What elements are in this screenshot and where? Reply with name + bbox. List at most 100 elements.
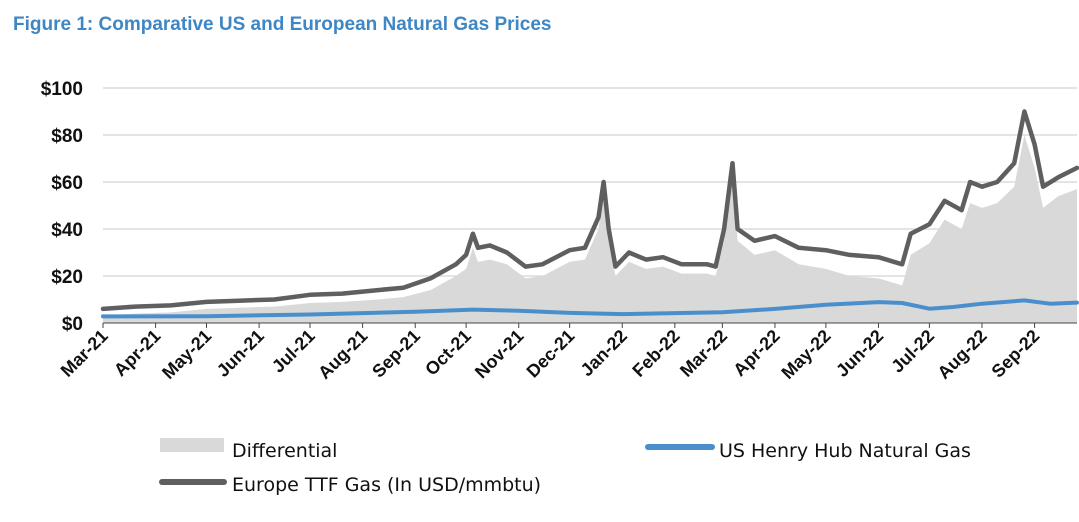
legend-us-label: US Henry Hub Natural Gas xyxy=(719,440,971,462)
x-tick-label: May-22 xyxy=(777,326,834,383)
us-point xyxy=(673,312,676,315)
europe-point xyxy=(583,246,586,249)
europe-point xyxy=(602,181,605,184)
x-tick-label: Nov-21 xyxy=(471,326,528,383)
europe-point xyxy=(477,246,480,249)
europe-point xyxy=(568,249,571,252)
x-tick-label: Apr-21 xyxy=(110,326,164,380)
y-tick-label: $0 xyxy=(62,314,83,335)
europe-point xyxy=(402,286,405,289)
us-point xyxy=(568,311,571,314)
europe-point xyxy=(488,244,491,247)
europe-point xyxy=(273,298,276,301)
europe-point xyxy=(597,216,600,219)
us-point xyxy=(980,302,983,305)
europe-point xyxy=(773,235,776,238)
europe-point xyxy=(706,263,709,266)
europe-point xyxy=(996,181,999,184)
legend-europe-label: Europe TTF Gas (In USD/mmbtu) xyxy=(232,474,541,496)
us-point xyxy=(952,306,955,309)
us-point xyxy=(1076,301,1079,304)
europe-point xyxy=(928,223,931,226)
legend: Differential US Henry Hub Natural Gas Eu… xyxy=(159,438,971,496)
europe-point xyxy=(969,181,972,184)
europe-point xyxy=(680,263,683,266)
europe-point xyxy=(1013,162,1016,165)
europe-point xyxy=(753,239,756,242)
europe-point xyxy=(1076,166,1079,169)
europe-point xyxy=(607,228,610,231)
y-tick-label: $100 xyxy=(41,79,83,100)
y-tick-label: $40 xyxy=(51,220,83,241)
y-axis-ticks: $0 $20 $40 $60 $80 $100 xyxy=(41,79,83,335)
europe-point xyxy=(901,263,904,266)
europe-point xyxy=(848,253,851,256)
legend-differential-swatch xyxy=(160,438,224,452)
europe-point xyxy=(454,263,457,266)
x-tick-label: Aug-21 xyxy=(314,326,371,383)
us-point xyxy=(773,307,776,310)
europe-point xyxy=(731,162,734,165)
europe-point xyxy=(237,299,240,302)
us-point xyxy=(928,307,931,310)
x-tick-label: Oct-21 xyxy=(421,326,475,380)
europe-point xyxy=(505,251,508,254)
europe-point xyxy=(169,304,172,307)
europe-point xyxy=(1042,185,1045,188)
us-point xyxy=(901,302,904,305)
x-tick-label: Mar-22 xyxy=(676,326,731,381)
us-point xyxy=(621,313,624,316)
europe-point xyxy=(376,289,379,292)
x-tick-label: Feb-22 xyxy=(628,326,683,381)
us-point xyxy=(1023,299,1026,302)
y-tick-label: $80 xyxy=(51,126,83,147)
y-tick-label: $20 xyxy=(51,267,83,288)
x-tick-label: Jun-22 xyxy=(832,326,887,381)
europe-point xyxy=(736,228,739,231)
x-tick-label: Jul-22 xyxy=(887,326,938,377)
x-tick-label: May-21 xyxy=(158,326,215,383)
x-tick-label: Sep-21 xyxy=(368,326,424,382)
europe-point xyxy=(541,263,544,266)
europe-point xyxy=(628,251,631,254)
us-point xyxy=(309,313,312,316)
y-tick-label: $60 xyxy=(51,173,83,194)
us-point xyxy=(205,315,208,318)
europe-point xyxy=(1033,143,1036,146)
us-henry-hub-line xyxy=(101,298,1079,319)
series-layer xyxy=(100,109,1079,323)
europe-point xyxy=(429,277,432,280)
us-point xyxy=(471,308,474,311)
europe-point xyxy=(797,246,800,249)
europe-point xyxy=(877,256,880,259)
europe-point xyxy=(205,300,208,303)
x-tick-label: Jul-21 xyxy=(268,326,319,377)
europe-point xyxy=(465,253,468,256)
europe-point xyxy=(960,209,963,212)
europe-point xyxy=(524,265,527,268)
x-tick-label: Jan-22 xyxy=(577,326,631,380)
us-point xyxy=(721,311,724,314)
legend-differential-label: Differential xyxy=(232,440,337,462)
us-point xyxy=(414,310,417,313)
europe-point xyxy=(723,228,726,231)
europe-ttf-line xyxy=(100,109,1079,312)
europe-point xyxy=(134,305,137,308)
us-point xyxy=(517,309,520,312)
europe-point xyxy=(661,256,664,259)
europe-point xyxy=(341,292,344,295)
europe-point xyxy=(614,265,617,268)
europe-point xyxy=(1023,110,1026,113)
europe-point xyxy=(644,258,647,261)
europe-point xyxy=(471,232,474,235)
europe-point xyxy=(909,232,912,235)
europe-point xyxy=(824,249,827,252)
us-point xyxy=(102,315,105,318)
us-point xyxy=(877,301,880,304)
europe-point xyxy=(714,265,717,268)
x-tick-label: Apr-22 xyxy=(729,326,783,380)
differential-area xyxy=(103,135,1077,323)
x-tick-label: Dec-21 xyxy=(523,326,579,382)
